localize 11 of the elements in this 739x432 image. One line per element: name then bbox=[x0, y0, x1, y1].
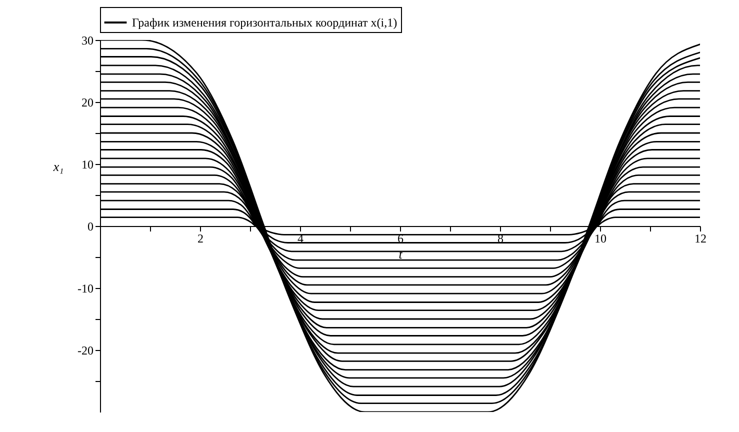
legend-label: График изменения горизонтальных координат x(i,1) bbox=[132, 16, 398, 30]
y-tick-label: 0 bbox=[88, 220, 94, 234]
y-tick-label: -10 bbox=[78, 282, 94, 296]
x-tick-label: 2 bbox=[198, 232, 204, 246]
x-tick-label: 12 bbox=[694, 232, 706, 246]
x-tick-label: 10 bbox=[594, 232, 606, 246]
y-tick-label: 30 bbox=[82, 34, 94, 48]
y-tick-label: -20 bbox=[78, 344, 94, 358]
y-axis-title: x₁ bbox=[52, 158, 64, 174]
y-tick-label: 20 bbox=[82, 96, 94, 110]
y-tick-label: 10 bbox=[82, 158, 94, 172]
